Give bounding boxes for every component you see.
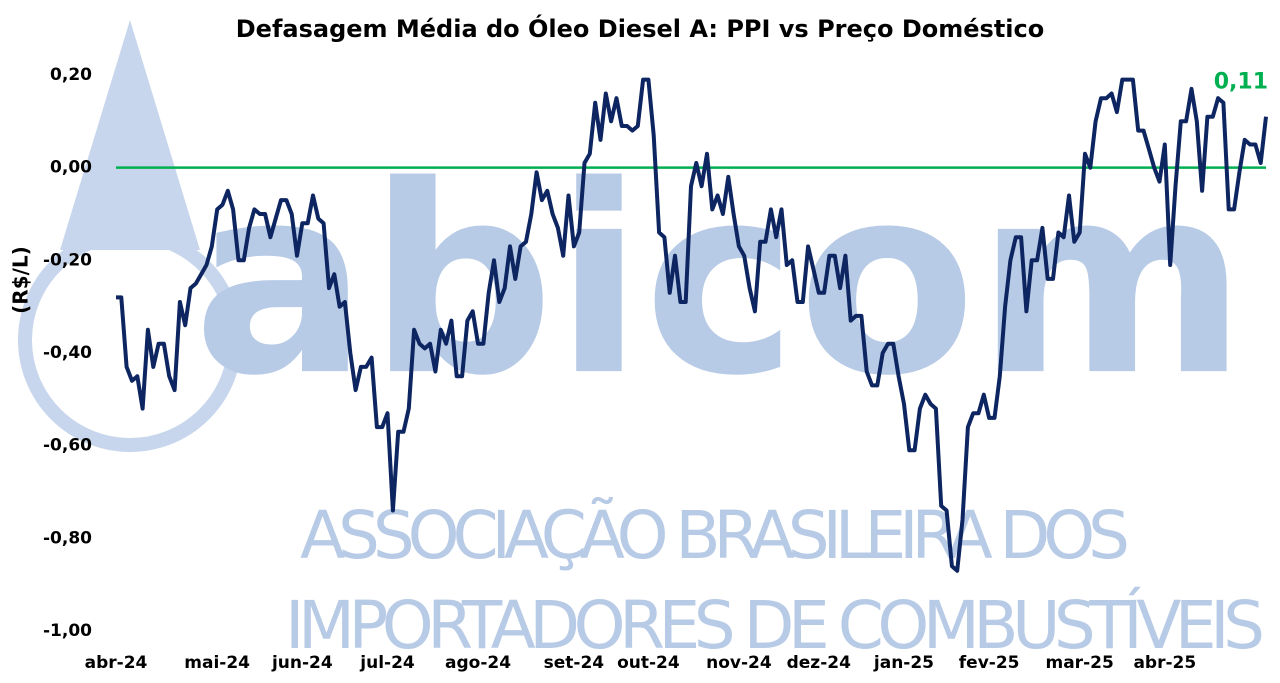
x-tick-label: mar-25 — [1046, 653, 1114, 673]
y-tick-label: 0,00 — [50, 158, 92, 178]
x-tick-label: fev-25 — [959, 653, 1020, 673]
y-tick-label: -0,40 — [43, 343, 92, 363]
x-tick-label: nov-24 — [706, 653, 772, 673]
watermark: abicom ASSOCIAÇÃO BRASILEIRA DOS IMPORTA… — [18, 20, 1265, 664]
x-tick-label: set-24 — [544, 653, 605, 673]
chart-title: Defasagem Média do Óleo Diesel A: PPI vs… — [236, 13, 1045, 43]
data-line — [116, 77, 1268, 573]
y-tick-label: -0,20 — [43, 250, 92, 270]
watermark-drop — [60, 20, 200, 250]
x-tick-label: dez-24 — [787, 653, 851, 673]
x-tick-label: jun-24 — [271, 653, 333, 673]
x-tick-label: jul-24 — [359, 653, 415, 673]
last-value-label: 0,11 — [1214, 70, 1268, 95]
y-tick-label: -0,80 — [43, 528, 92, 548]
x-tick-label: abr-25 — [1133, 653, 1196, 673]
x-tick-label: abr-24 — [85, 653, 148, 673]
watermark-name: abicom — [193, 131, 1247, 433]
x-tick-label: mai-24 — [184, 653, 250, 673]
watermark-line: ASSOCIAÇÃO BRASILEIRA DOS — [300, 497, 1130, 574]
y-axis-title: (R$/L) — [9, 246, 33, 314]
x-tick-label: ago-24 — [445, 653, 511, 673]
x-tick-label: jan-25 — [873, 653, 934, 673]
y-tick-label: -0,60 — [43, 436, 92, 456]
watermark-line: IMPORTADORES DE COMBUSTÍVEIS — [285, 586, 1265, 664]
y-tick-label: -1,00 — [43, 621, 92, 641]
y-tick-label: 0,20 — [50, 65, 92, 85]
x-tick-label: out-24 — [617, 653, 680, 673]
